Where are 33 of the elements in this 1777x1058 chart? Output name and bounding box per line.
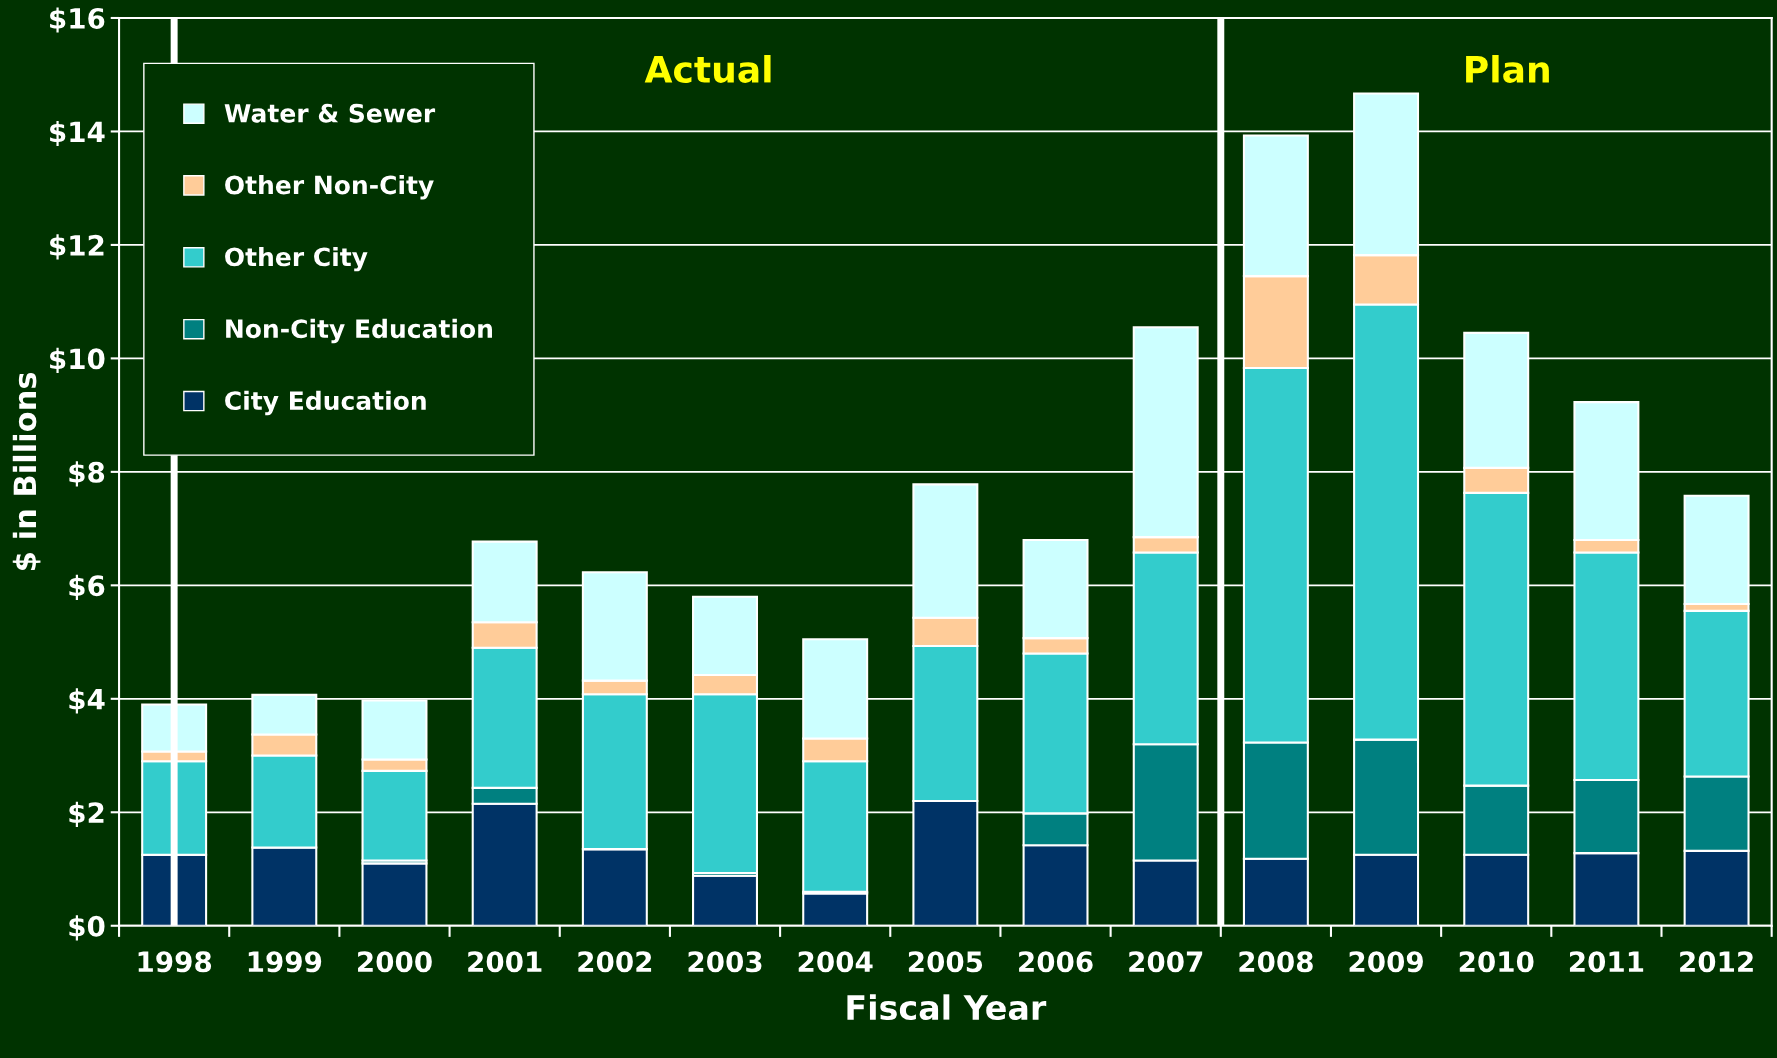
annotation: Plan	[1466, 54, 1549, 83]
y-tick-label: $10	[50, 347, 105, 374]
y-tick-label: $0	[69, 915, 105, 941]
x-tick-label: 2006	[1019, 951, 1093, 973]
y-tick-label: $12	[50, 234, 104, 260]
y-tick-label: $4	[69, 688, 105, 714]
y-tick-label: $2	[69, 801, 104, 827]
x-tick-label: 2002	[578, 951, 652, 973]
legend-label: Water & Sewer	[224, 103, 436, 123]
legend-label: City Education	[225, 390, 426, 416]
x-tick-label: 2010	[1459, 951, 1534, 973]
y-tick-label: $16	[50, 7, 105, 33]
x-tick-label: 2005	[908, 951, 983, 973]
x-tick-label: 2009	[1349, 951, 1423, 973]
x-tick-label: 1998	[138, 951, 212, 973]
x-tick-label: 2000	[358, 951, 432, 973]
y-tick-label: $8	[69, 461, 105, 487]
y-axis-title: $ in Billions	[12, 372, 41, 570]
x-tick-label: 2007	[1129, 951, 1203, 973]
x-tick-label: 2012	[1680, 951, 1753, 973]
x-tick-label: 2011	[1569, 951, 1644, 973]
y-tick-label: $14	[50, 120, 105, 147]
x-axis-title: Fiscal Year	[847, 994, 1047, 1021]
x-tick-label: 1999	[248, 951, 322, 973]
x-tick-label: 2004	[798, 951, 873, 973]
x-tick-label: 2003	[688, 951, 762, 973]
x-tick-label: 2008	[1239, 951, 1313, 973]
legend-label: Other Non-City	[225, 175, 434, 200]
annotation: Actual	[644, 54, 771, 83]
legend-label: Non-City Education	[226, 318, 492, 344]
x-tick-label: 2001	[468, 951, 542, 973]
y-tick-label: $6	[69, 574, 105, 600]
legend-label: Other City	[225, 246, 368, 272]
